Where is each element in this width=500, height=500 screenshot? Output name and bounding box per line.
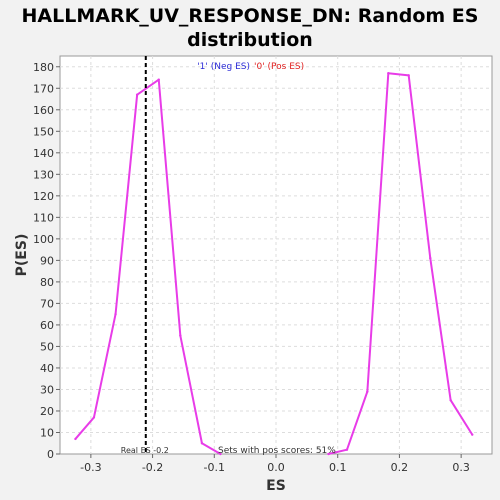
series-line-1: [74, 78, 221, 455]
data-point: [114, 312, 117, 316]
y-tick-label: 60: [40, 319, 54, 332]
data-point: [366, 390, 369, 393]
data-point: [471, 433, 474, 436]
y-tick-label: 10: [40, 426, 54, 439]
y-tick-label: 20: [40, 405, 54, 418]
data-point: [74, 437, 77, 441]
y-tick-label: 80: [40, 276, 54, 289]
data-point: [429, 257, 432, 260]
y-tick-label: 70: [40, 297, 54, 310]
y-tick-label: 160: [33, 104, 54, 117]
x-tick-label: 0.2: [391, 461, 409, 474]
y-tick-label: 140: [33, 147, 54, 160]
data-point: [200, 442, 204, 445]
y-tick-label: 100: [33, 233, 54, 246]
x-tick-label: 0.3: [452, 461, 470, 474]
y-tick-label: 150: [33, 125, 54, 138]
data-point: [407, 74, 410, 77]
data-point: [327, 452, 330, 456]
y-tick-label: 0: [47, 448, 54, 461]
x-axis-label: ES: [266, 478, 286, 494]
y-tick-label: 120: [33, 190, 54, 203]
chart-title-line2: distribution: [187, 29, 313, 51]
data-point: [135, 93, 139, 96]
x-tick-label: 0.0: [267, 461, 285, 474]
legend-pos-label: '0' (Pos ES): [254, 62, 304, 72]
legend-neg-label: '1' (Neg ES): [197, 62, 250, 72]
x-tick-label: -0.1: [204, 461, 225, 474]
y-axis-label: P(ES): [14, 234, 30, 277]
series-layer: [74, 72, 474, 456]
y-tick-label: 50: [40, 340, 54, 353]
y-tick-label: 170: [33, 82, 54, 95]
data-point: [345, 448, 349, 451]
y-tick-label: 30: [40, 383, 54, 396]
y-tick-label: 110: [33, 211, 54, 224]
grid-layer: [60, 56, 492, 454]
real-es-label: Real ES -0.2: [121, 446, 169, 455]
pos-scores-label: Sets with pos scores: 51%: [218, 446, 336, 456]
series-line-2: [328, 72, 474, 455]
data-point: [449, 399, 452, 402]
data-point: [387, 72, 390, 75]
x-tick-label: -0.2: [142, 461, 163, 474]
x-tick-label: -0.3: [80, 461, 101, 474]
data-point: [219, 452, 222, 456]
data-point: [179, 334, 182, 337]
axis-layer: 0 10 20 30 40 50 60 70 80 90 100 110 120 130 140 150 160…: [33, 61, 470, 474]
y-tick-label: 40: [40, 362, 54, 375]
data-point: [92, 416, 96, 419]
y-tick-label: 180: [33, 61, 54, 74]
y-tick-label: 130: [33, 168, 54, 181]
x-tick-label: 0.1: [329, 461, 347, 474]
data-point: [157, 78, 160, 81]
chart-title-line1: HALLMARK_UV_RESPONSE_DN: Random ES: [22, 5, 479, 27]
y-tick-label: 90: [40, 254, 54, 267]
